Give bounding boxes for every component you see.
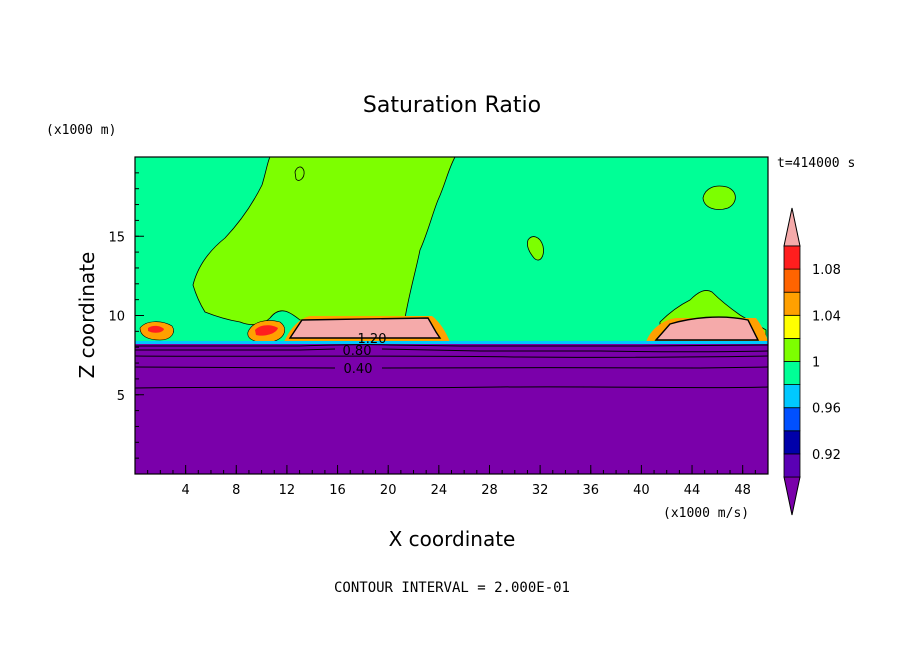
colorbar-box [783,268,801,293]
x-tick-label: 44 [684,483,701,498]
contour-line-0.80 [135,348,769,353]
chart-title: Saturation Ratio [363,93,541,118]
contour-label-1.20: 1.20 [358,332,387,347]
x-unit-label: (x1000 m/s) [663,506,749,521]
time-label: t=414000 s [777,156,855,171]
x-tick-label: 20 [380,483,397,498]
plume-blob-small [526,236,544,261]
x-tick-label: 12 [279,483,296,498]
cyan-boundary [135,341,768,344]
x-tick-label: 40 [633,483,650,498]
colorbar-box [783,337,801,362]
contour-line-0.80-upper [135,344,769,347]
moist-core-mid [255,325,278,336]
contour-line-0.20 [134,386,769,389]
y-tick-label: 5 [117,389,125,404]
colorbar-box [783,245,801,270]
contour-label-0.40: 0.40 [344,362,373,377]
colorbar-box [783,453,801,478]
contour-line-0.40 [134,366,769,369]
colorbar-label: 1 [812,356,820,371]
colorbar-box [783,430,801,455]
x-tick-label: 32 [532,483,549,498]
plume-region-center [192,156,456,326]
colorbar-label: 1.08 [812,263,841,278]
colorbar: 0.92 0.96 1 1.04 1.08 [783,207,841,516]
colorbar-box [783,291,801,316]
colorbar-box [783,384,801,409]
cloud-band-center [288,317,442,339]
colorbar-box [783,407,801,432]
colorbar-label: 0.96 [812,402,841,417]
colorbar-top-triangle [783,207,801,247]
y-axis-label: Z coordinate [75,252,99,379]
y-tick-label: 15 [108,230,125,245]
x-axis-label: X coordinate [389,527,516,551]
colorbar-label: 0.92 [812,448,841,463]
moist-core-left [148,325,164,333]
plume-blob-topmid [294,166,305,181]
plot-area: 1.20 0.80 0.40 [134,156,769,475]
x-tick-label: 8 [232,483,240,498]
x-tick-label: 4 [181,483,189,498]
colorbar-label: 1.04 [812,309,841,324]
y-unit-label: (x1000 m) [46,123,116,138]
cloud-band-right [654,316,760,341]
lower-layer [135,344,768,474]
contour-interval-footer: CONTOUR INTERVAL = 2.000E-01 [334,580,570,596]
colorbar-bottom-triangle [783,476,801,516]
x-tick-label: 36 [582,483,599,498]
y-tick-label: 10 [108,310,125,325]
x-tick-label: 28 [481,483,498,498]
colorbar-box [783,361,801,386]
x-tick-label: 48 [734,483,751,498]
x-tick-label: 24 [431,483,448,498]
colorbar-box [783,314,801,339]
contour-label-0.80: 0.80 [343,344,372,359]
plume-blob-topright [702,185,736,210]
y-axis-ticks: 5 10 15 [108,172,144,459]
x-axis-ticks: 4 8 12 16 20 24 28 32 36 40 44 48 [147,465,756,498]
x-tick-label: 16 [329,483,346,498]
contour-line-0.60 [134,355,769,358]
